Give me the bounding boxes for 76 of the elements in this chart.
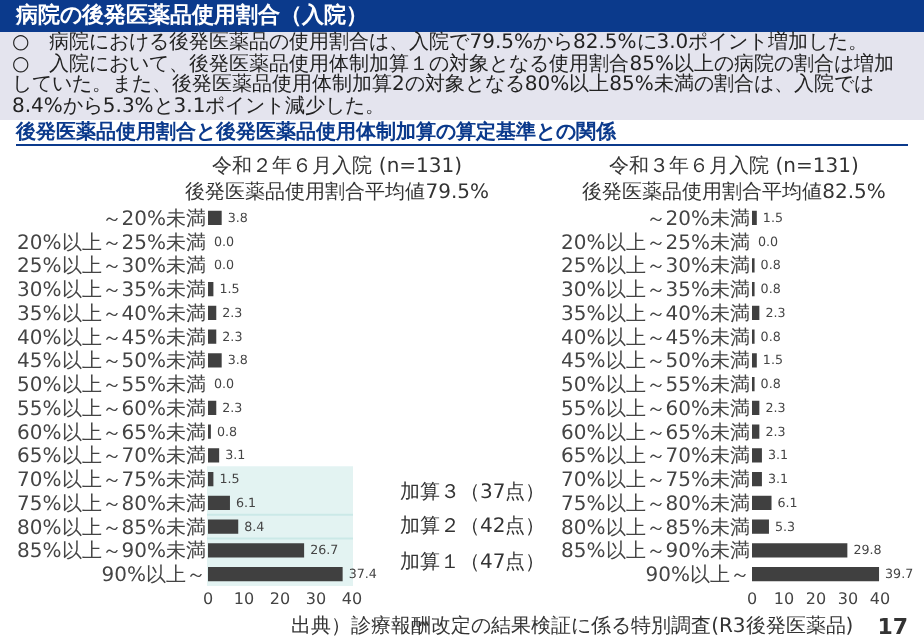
y-tick-label: 45%以上～50%未満 [17, 349, 206, 374]
chart-title: 令和２年６月入院 (n=131) [212, 154, 463, 178]
y-tick-label: 60%以上～65%未満 [17, 420, 206, 445]
bar [208, 305, 217, 320]
x-tick-label: 40 [869, 590, 891, 608]
y-tick-label: 35%以上～40%未満 [561, 301, 750, 326]
y-tick-label: 80%以上～85%未満 [17, 515, 206, 540]
y-tick-label: 70%以上～75%未満 [561, 468, 750, 493]
y-tick-label: 50%以上～55%未満 [561, 373, 750, 398]
y-tick-label: 55%以上～60%未満 [561, 396, 750, 421]
y-tick-label: 75%以上～80%未満 [561, 491, 750, 516]
x-tick-label: 30 [305, 590, 327, 608]
x-tick-label: 0 [202, 590, 214, 608]
bar [208, 472, 214, 487]
bar [752, 495, 772, 510]
chart-title: 令和３年６月入院 (n=131) [609, 154, 859, 178]
y-tick-label: 85%以上～90%未満 [17, 539, 206, 564]
chart-subtitle: 後発医薬品使用割合平均値79.5% [185, 180, 490, 204]
bar [752, 519, 769, 534]
y-tick-label: 75%以上～80%未満 [17, 491, 206, 516]
bar [752, 448, 762, 463]
y-tick-label: 30%以上～35%未満 [17, 278, 206, 303]
x-tick-label: 40 [341, 590, 363, 608]
y-tick-label: 65%以上～70%未満 [17, 444, 206, 469]
y-tick-label: 90%以上～ [645, 563, 750, 588]
y-tick-label: 55%以上～60%未満 [17, 396, 206, 421]
bar [752, 543, 848, 558]
text: 病院の後発医薬品使用割合（入院） [0, 0, 924, 32]
x-tick-label: 10 [773, 590, 795, 608]
text: ○ 入院において、後発医薬品使用体制加算１の対象となる使用割合85%以上の病院の割合は増加していた。また、後発医薬品使用体制加算2の対象となる80%以上85%未満の割合は、入院では8.4%から5.3%と3.1ポイント減少した。 [12, 53, 896, 118]
y-tick-label: 60%以上～65%未満 [561, 420, 750, 445]
bar [752, 305, 760, 320]
bar [208, 495, 230, 510]
y-tick-label: 50%以上～55%未満 [17, 373, 206, 398]
text: 後発医薬品使用割合と後発医薬品使用体制加算の算定基準との関係 [16, 122, 908, 146]
x-tick-label: 0 [746, 590, 758, 608]
y-tick-label: 80%以上～85%未満 [561, 515, 750, 540]
bar [208, 567, 343, 582]
y-tick-label: 45%以上～50%未満 [561, 349, 750, 374]
bar [208, 282, 214, 297]
y-tick-label: 30%以上～35%未満 [561, 278, 750, 303]
x-tick-label: 10 [233, 590, 255, 608]
bar [208, 519, 239, 534]
y-tick-label: ～20%未満 [101, 206, 206, 231]
text: 17 [877, 613, 908, 639]
y-tick-label: 70%以上～75%未満 [17, 468, 206, 493]
bar [208, 210, 222, 225]
y-tick-label: 25%以上～30%未満 [561, 254, 750, 279]
x-tick-label: 20 [269, 590, 291, 608]
x-tick-label: 30 [837, 590, 859, 608]
band-label: 加算３（37点） [400, 480, 546, 504]
y-tick-label: 20%以上～25%未満 [17, 230, 206, 255]
bar [752, 567, 880, 582]
y-tick-label: 20%以上～25%未満 [561, 230, 750, 255]
bar [208, 353, 222, 368]
bar [208, 400, 217, 415]
band-label: 加算２（42点） [400, 514, 546, 538]
y-tick-label: 90%以上～ [101, 563, 206, 588]
y-tick-label: ～20%未満 [645, 206, 750, 231]
bar [208, 329, 217, 344]
y-tick-label: 40%以上～45%未満 [561, 325, 750, 350]
bar [752, 424, 760, 439]
band-label: 加算１（47点） [400, 550, 546, 574]
chart-subtitle: 後発医薬品使用割合平均値82.5% [582, 180, 886, 204]
bar [752, 472, 762, 487]
y-tick-label: 35%以上～40%未満 [17, 301, 206, 326]
y-tick-label: 85%以上～90%未満 [561, 539, 750, 564]
x-tick-label: 20 [805, 590, 827, 608]
y-tick-label: 40%以上～45%未満 [17, 325, 206, 350]
y-tick-label: 65%以上～70%未満 [561, 444, 750, 469]
y-tick-label: 25%以上～30%未満 [17, 254, 206, 279]
bar [752, 400, 760, 415]
bar [208, 543, 305, 558]
bar [208, 448, 220, 463]
text: ○ 病院における後発医薬品の使用割合は、入院で79.5%から82.5%に3.0ポイント増加した。 [12, 32, 869, 54]
source-note: 出典）診療報酬改定の結果検証に係る特別調査(R3後発医薬品) [291, 613, 854, 640]
